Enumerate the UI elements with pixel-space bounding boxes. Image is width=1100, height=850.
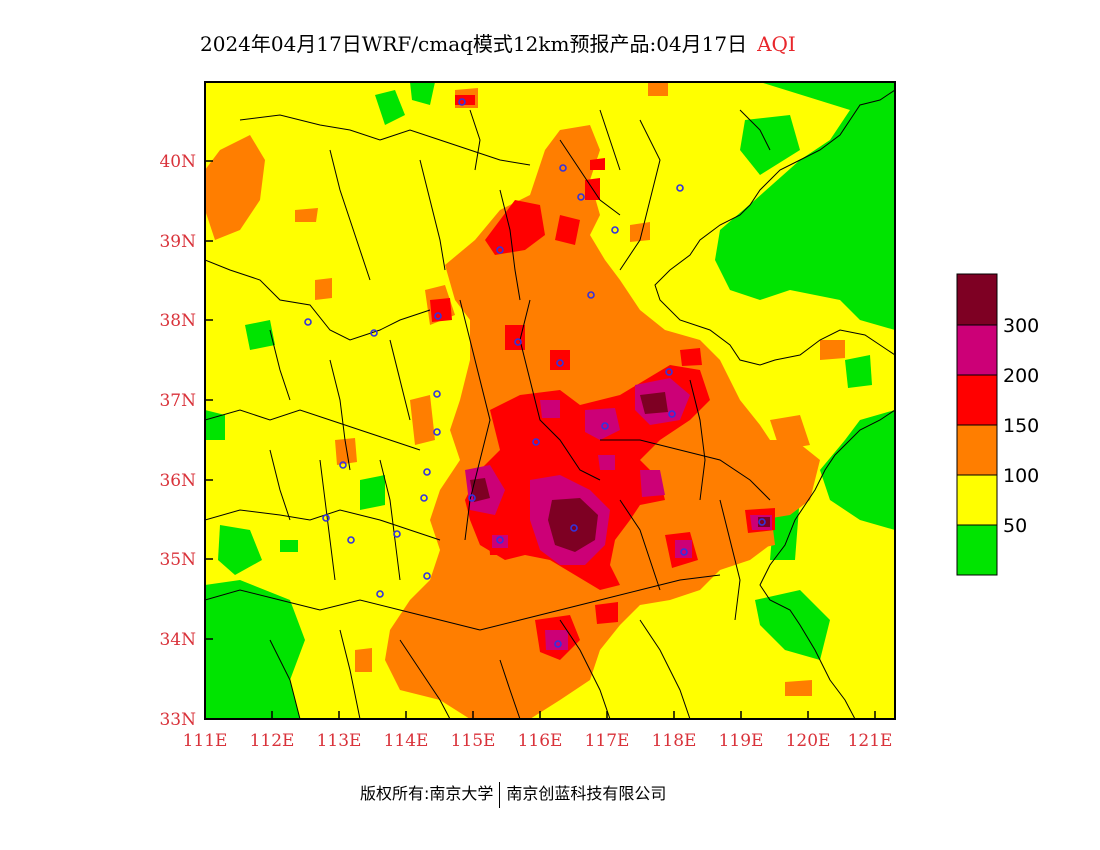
- city-markers: [304, 98, 766, 648]
- legend-label: 150: [1003, 415, 1039, 437]
- legend-label: 300: [1003, 315, 1039, 337]
- legend-swatch-usg: [956, 424, 998, 476]
- legend-label: 100: [1003, 465, 1039, 487]
- legend-label: 50: [1003, 515, 1027, 537]
- x-tick-label: 113E: [317, 731, 362, 751]
- x-tick-label: 120E: [786, 731, 831, 751]
- legend-swatch-unhealthy: [956, 374, 998, 426]
- footer-separator: [499, 781, 501, 808]
- y-tick-label: 38N: [159, 311, 196, 331]
- map-title-main: 2024年04月17日WRF/cmaq模式12km预报产品:04月17日: [200, 32, 748, 56]
- x-tick-label: 118E: [652, 731, 697, 751]
- x-tick-label: 117E: [585, 731, 630, 751]
- copyright-footer: 版权所有:南京大学 南京创蓝科技有限公司: [360, 780, 666, 808]
- y-tick-label: 39N: [159, 232, 196, 252]
- y-tick-label: 34N: [159, 630, 196, 650]
- map-title: 2024年04月17日WRF/cmaq模式12km预报产品:04月17日 AQI: [200, 28, 796, 57]
- x-tick-label: 116E: [518, 731, 563, 751]
- legend-swatch-good: [956, 524, 998, 576]
- x-axis-labels: 111E 112E 113E 114E 115E 116E 117E 118E …: [183, 731, 893, 751]
- y-tick-label: 40N: [159, 152, 196, 172]
- legend-swatch-hazardous: [956, 273, 998, 326]
- x-tick-label: 119E: [719, 731, 764, 751]
- copyright-company: 南京创蓝科技有限公司: [506, 784, 667, 803]
- aqi-field: [205, 82, 895, 719]
- y-tick-label: 35N: [159, 550, 196, 570]
- x-tick-label: 121E: [848, 731, 893, 751]
- aqi-legend: 300 200 150 100 50: [956, 273, 1039, 576]
- legend-swatch-very-unhealthy: [956, 324, 998, 376]
- legend-label: 200: [1003, 365, 1039, 387]
- copyright-owner: 版权所有:南京大学: [360, 784, 494, 803]
- x-tick-label: 111E: [183, 731, 228, 751]
- y-axis-labels: 33N 34N 35N 36N 37N 38N 39N 40N: [159, 152, 196, 730]
- x-tick-label: 112E: [250, 731, 295, 751]
- x-tick-label: 114E: [384, 731, 429, 751]
- y-tick-label: 37N: [159, 391, 196, 411]
- y-tick-label: 36N: [159, 471, 196, 491]
- y-tick-label: 33N: [159, 710, 196, 730]
- map-title-variable: AQI: [757, 32, 796, 56]
- axis-ticks: [204, 160, 876, 720]
- legend-swatch-moderate: [956, 474, 998, 526]
- boundaries: [205, 89, 895, 719]
- x-tick-label: 115E: [451, 731, 496, 751]
